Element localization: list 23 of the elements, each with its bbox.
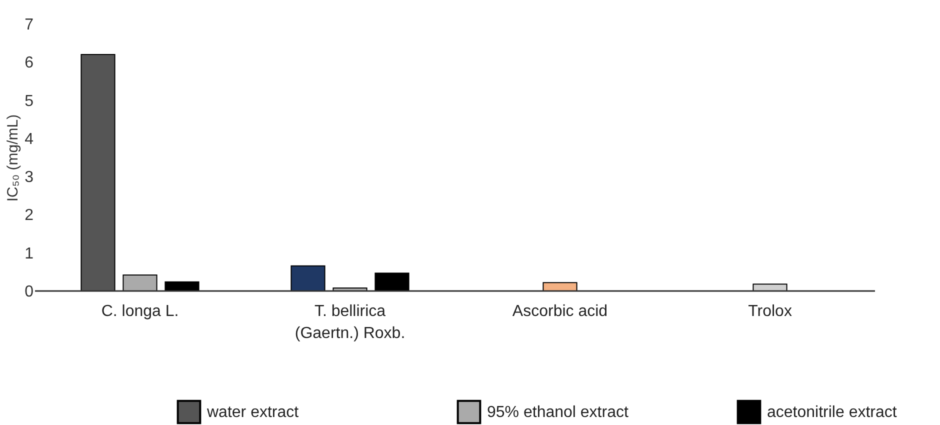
x-tick-label: T. bellirica (Gaertn.) Roxb. bbox=[294, 303, 406, 342]
y-tick-label: 6 bbox=[24, 54, 34, 72]
x-tick-label: Trolox bbox=[748, 303, 792, 320]
y-tick-label: 5 bbox=[24, 92, 34, 110]
y-tick-label: 4 bbox=[24, 130, 34, 148]
x-tick-label: Ascorbic acid bbox=[512, 303, 608, 320]
y-tick-label: 1 bbox=[24, 245, 34, 262]
legend-label: water extract bbox=[206, 404, 300, 421]
bar bbox=[80, 54, 116, 292]
x-tick-label: C. longa L. bbox=[101, 303, 179, 320]
y-tick-label: 7 bbox=[24, 16, 34, 34]
bar bbox=[374, 272, 410, 292]
y-axis-title: IC₅₀ (mg/mL) bbox=[4, 114, 22, 202]
bar bbox=[164, 281, 200, 292]
y-tick-label: 0 bbox=[24, 284, 34, 300]
y-tick-label: 3 bbox=[24, 169, 34, 186]
bar bbox=[122, 274, 158, 292]
y-tick-label: 2 bbox=[24, 207, 34, 224]
bar bbox=[542, 282, 578, 292]
bar bbox=[290, 265, 326, 292]
bar bbox=[752, 284, 788, 292]
legend-label: 95% ethanol extract bbox=[487, 404, 629, 421]
legend-label: acetonitrile extract bbox=[767, 404, 898, 421]
